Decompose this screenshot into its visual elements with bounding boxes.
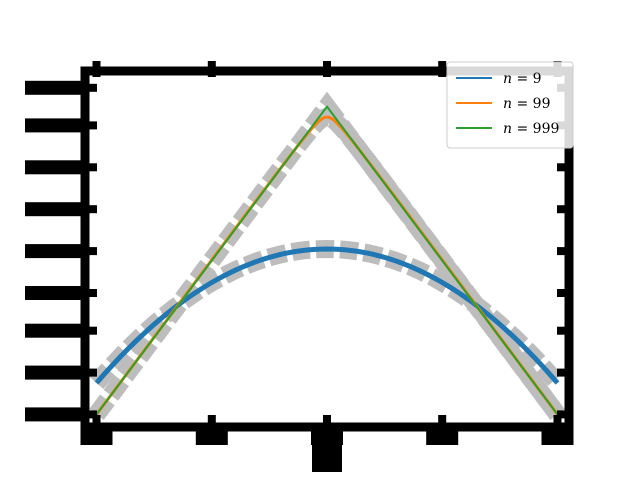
tick-layer bbox=[25, 61, 574, 445]
y-tick-5 bbox=[81, 205, 97, 214]
x-tick-1 bbox=[207, 415, 216, 431]
y-tick-2 bbox=[81, 326, 97, 335]
y-tick-right-5 bbox=[557, 205, 573, 214]
y-tick-right-3 bbox=[557, 289, 573, 297]
y-tick-8 bbox=[81, 83, 97, 92]
legend-label-eq-2: = 999 bbox=[512, 121, 559, 137]
x-axis-label-block bbox=[312, 438, 342, 472]
x-tick-top-3 bbox=[438, 61, 447, 77]
x-tick-top-1 bbox=[207, 61, 216, 77]
legend-label-var-0: n bbox=[503, 71, 512, 87]
y-tick-0 bbox=[81, 410, 97, 419]
legend-item-1: n = 99 bbox=[456, 96, 550, 112]
legend-label-eq-1: = 99 bbox=[512, 96, 550, 112]
series-glow-layer bbox=[89, 91, 565, 420]
x-tick-3 bbox=[438, 415, 447, 431]
x-tick-label-0 bbox=[80, 431, 113, 445]
legend-label-2: n = 999 bbox=[503, 121, 559, 137]
y-tick-label-7 bbox=[25, 118, 83, 133]
y-tick-6 bbox=[81, 163, 97, 172]
x-tick-2 bbox=[323, 415, 331, 431]
x-tick-top-0 bbox=[92, 61, 101, 77]
legend-label-0: n = 9 bbox=[503, 71, 542, 87]
legend-label-eq-0: = 9 bbox=[512, 71, 542, 87]
series-line-0 bbox=[94, 246, 560, 385]
legend-box bbox=[446, 61, 574, 149]
y-tick-label-1 bbox=[25, 365, 83, 380]
y-tick-right-6 bbox=[557, 163, 573, 172]
y-tick-label-2 bbox=[25, 323, 83, 338]
y-tick-label-3 bbox=[25, 286, 83, 300]
y-tick-label-6 bbox=[25, 160, 83, 175]
y-tick-label-5 bbox=[25, 202, 83, 217]
x-tick-0 bbox=[92, 415, 101, 431]
y-tick-right-1 bbox=[557, 368, 573, 377]
series-line-1 bbox=[95, 115, 559, 416]
y-tick-right-0 bbox=[557, 410, 573, 419]
series-glow-1 bbox=[89, 107, 565, 420]
y-tick-label-0 bbox=[25, 407, 83, 422]
legend-label-1: n = 99 bbox=[503, 96, 550, 112]
series-glow-2 bbox=[89, 91, 565, 420]
x-tick-4 bbox=[553, 415, 562, 431]
legend: n = 9n = 99n = 999 bbox=[446, 61, 574, 149]
legend-label-var-2: n bbox=[503, 121, 512, 137]
y-tick-4 bbox=[81, 247, 97, 256]
series-line-2 bbox=[95, 105, 559, 416]
legend-item-0: n = 9 bbox=[456, 71, 542, 87]
y-tick-7 bbox=[81, 121, 97, 130]
y-tick-right-4 bbox=[557, 247, 573, 256]
legend-label-var-1: n bbox=[503, 96, 512, 112]
x-tick-label-4 bbox=[541, 431, 574, 445]
y-tick-right-2 bbox=[557, 326, 573, 335]
y-tick-label-8 bbox=[25, 80, 83, 95]
x-tick-label-1 bbox=[195, 431, 228, 445]
x-tick-label-3 bbox=[426, 431, 459, 445]
y-tick-3 bbox=[81, 289, 97, 297]
y-tick-label-4 bbox=[25, 244, 83, 259]
y-tick-1 bbox=[81, 368, 97, 377]
x-tick-top-2 bbox=[323, 61, 331, 77]
legend-item-2: n = 999 bbox=[456, 121, 559, 137]
series-line-layer bbox=[94, 105, 560, 416]
